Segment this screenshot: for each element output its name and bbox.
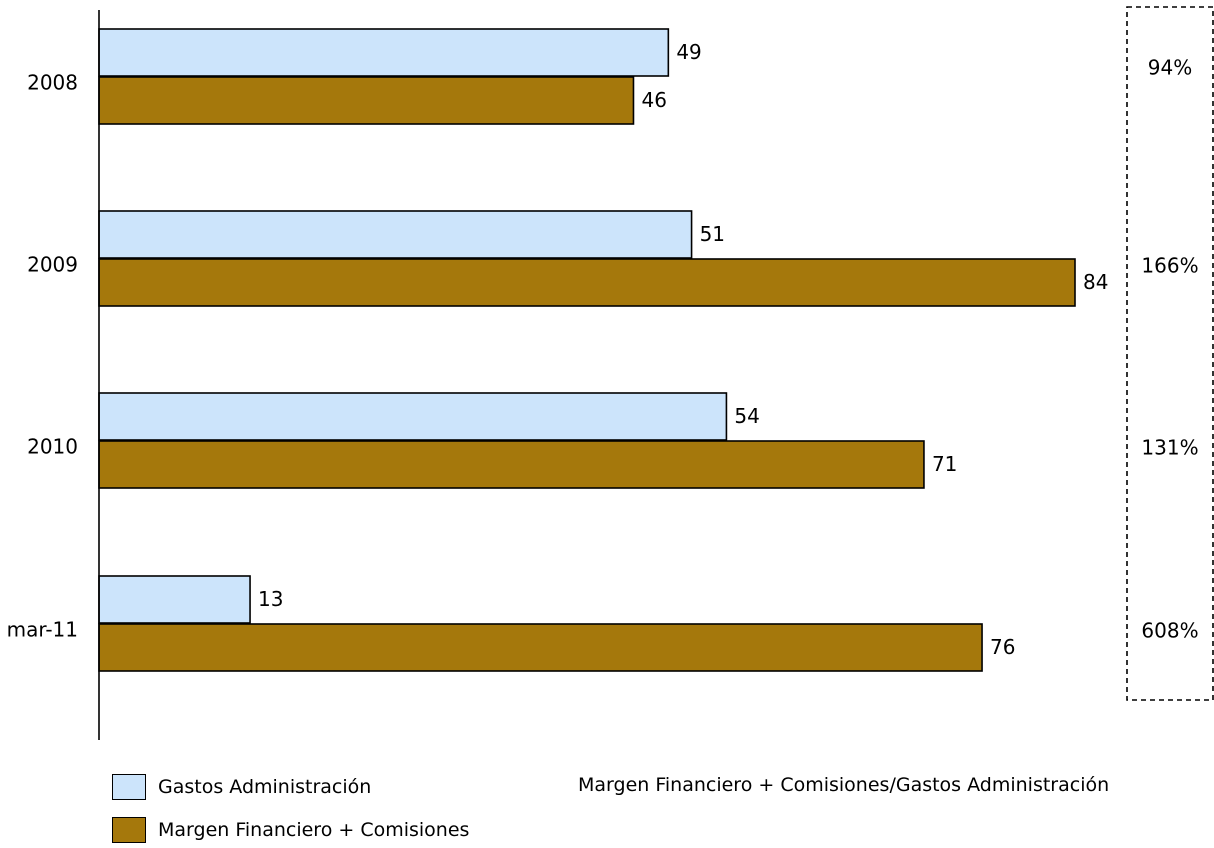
ratio-label: 94% bbox=[1148, 56, 1192, 80]
labels-group: 2008 49 46 94% 2009 51 84 166% 2010 54 71 131% mar-1… bbox=[7, 40, 1199, 659]
legend-label-margen: Margen Financiero + Comisiones bbox=[158, 819, 470, 841]
legend-item-ratio: Margen Financiero + Comisiones/Gastos Ad… bbox=[578, 774, 1109, 796]
data-label: 76 bbox=[990, 635, 1015, 659]
category-label: 2009 bbox=[27, 253, 78, 277]
bar-gastos bbox=[98, 210, 693, 259]
bar-gastos bbox=[98, 392, 728, 441]
legend-label-ratio: Margen Financiero + Comisiones/Gastos Ad… bbox=[578, 774, 1110, 796]
data-label: 84 bbox=[1083, 270, 1108, 294]
bars-group bbox=[98, 28, 1076, 672]
ratio-box bbox=[1126, 6, 1214, 701]
category-label: mar-11 bbox=[7, 618, 78, 642]
legend-swatch-margen bbox=[112, 817, 146, 843]
bar-margen bbox=[98, 258, 1076, 307]
data-label: 46 bbox=[641, 88, 666, 112]
data-label: 54 bbox=[734, 404, 759, 428]
category-label: 2008 bbox=[27, 71, 78, 95]
bar-gastos bbox=[98, 575, 251, 624]
bar-gastos bbox=[98, 28, 670, 77]
data-label: 71 bbox=[932, 452, 957, 476]
legend-label-gastos: Gastos Administración bbox=[158, 776, 372, 798]
legend-item-margen: Margen Financiero + Comisiones bbox=[112, 817, 469, 843]
data-label: 51 bbox=[700, 222, 725, 246]
ratio-label: 131% bbox=[1141, 436, 1198, 460]
ratio-label: 608% bbox=[1141, 619, 1198, 643]
ratio-label: 166% bbox=[1141, 254, 1198, 278]
bar-margen bbox=[98, 76, 635, 125]
data-label: 49 bbox=[676, 40, 701, 64]
legend-item-gastos: Gastos Administración bbox=[112, 774, 371, 800]
category-label: 2010 bbox=[27, 435, 78, 459]
bar-margen bbox=[98, 440, 925, 489]
legend-swatch-gastos bbox=[112, 774, 146, 800]
data-label: 13 bbox=[258, 587, 283, 611]
bar-margen bbox=[98, 623, 983, 672]
